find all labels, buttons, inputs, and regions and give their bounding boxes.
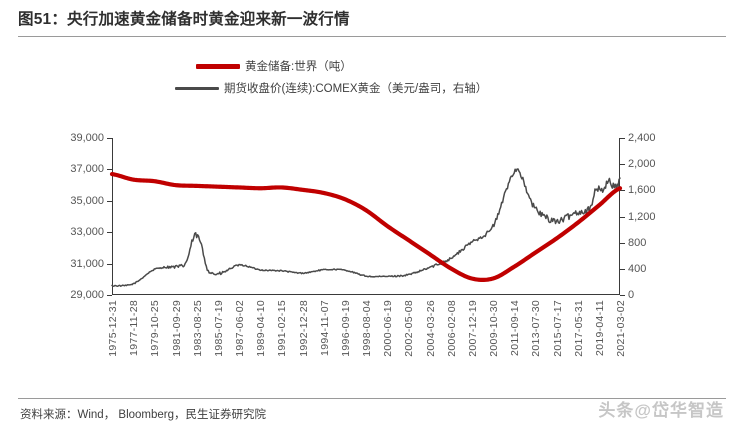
x-axis-tick-label: 1994-11-07: [318, 300, 331, 356]
legend-label-comex: 期货收盘价(连续):COMEX黄金（美元/盎司，右轴）: [224, 83, 488, 95]
x-axis-tick-label: 2002-05-08: [403, 300, 416, 357]
y-axis-left-tick-29000: 29,000: [70, 289, 104, 301]
x-axis-tick-label: 2021-03-02: [615, 300, 627, 357]
x-axis-tick-label: 2019-04-11: [593, 300, 606, 356]
page-title: 图51：央行加速黄金储备时黄金迎来新一波行情: [18, 11, 350, 28]
x-axis-tick-label: 2011-09-14: [509, 300, 522, 356]
y-axis-left-tick-37000: 37,000: [70, 163, 104, 176]
tick-left-37000: [107, 169, 112, 171]
footer-divider: [18, 398, 726, 399]
x-axis-tick-label: 1981-09-29: [170, 300, 183, 357]
tick-left-39000: [107, 138, 112, 139]
x-axis-tick-label: 1983-08-25: [191, 300, 204, 357]
y-axis-left-line: [112, 138, 113, 295]
figure-title-wrap: 图51：央行加速黄金储备时黄金迎来新一波行情: [18, 10, 726, 30]
y-axis-right-tick-800: 800: [628, 236, 647, 249]
y-axis-left-labels: 29,000 31,000 33,000 35,000 37,000 39,00…: [0, 132, 104, 301]
tick-right-2000: [620, 164, 625, 166]
x-axis-line: [112, 294, 620, 295]
y-axis-right-tick-400: 400: [628, 262, 647, 275]
legend-label-gold-reserve: 黄金储备:世界（吨）: [245, 61, 352, 73]
tick-right-1600: [620, 190, 625, 192]
y-axis-right-tick-1200: 1,200: [628, 210, 656, 223]
plot-area: [107, 138, 625, 296]
x-axis-tick-label: 2009-10-30: [488, 300, 500, 357]
source-note: 资料来源：Wind， Bloomberg，民生证券研究院: [20, 409, 267, 421]
x-axis-tick-label: 2015-07-17: [551, 300, 564, 357]
legend-item-comex: 期货收盘价(连续):COMEX黄金（美元/盎司，右轴）: [175, 77, 487, 99]
x-axis-tick-label: 2006-02-08: [445, 300, 458, 357]
x-axis-tick-label: 2013-07-30: [530, 300, 543, 357]
y-axis-right-line: [619, 138, 620, 295]
x-axis-labels: 1975-12-31 1977-11-28 1979-10-25 1981-09-29…: [107, 300, 627, 388]
tick-right-0: [620, 295, 625, 296]
y-axis-left-tick-35000: 35,000: [70, 194, 104, 207]
legend-swatch-gray-icon: [175, 86, 219, 90]
x-axis-tick-label: 1975-12-31: [107, 300, 119, 357]
x-axis-tick-label: 2004-03-26: [424, 300, 437, 357]
y-axis-right-tick-0: 0: [628, 289, 635, 301]
series-canvas: [109, 168, 623, 288]
x-axis-tick-label: 1996-09-19: [339, 300, 352, 357]
x-axis-tick-label: 1992-12-28: [297, 300, 310, 357]
x-axis-tick-label: 1998-08-04: [361, 300, 373, 357]
tick-left-33000: [107, 232, 112, 234]
y-axis-right-labels: 0 400 800 1,200 1,600 2,000 2,400: [628, 132, 708, 301]
y-axis-right-tick-2000: 2,000: [628, 158, 656, 171]
tick-left-31000: [107, 263, 112, 265]
title-divider: [18, 36, 726, 37]
tick-right-2400: [620, 138, 625, 139]
x-axis-tick-label: 1987-06-02: [234, 300, 246, 357]
x-axis-tick-label: 1977-11-28: [128, 300, 141, 356]
tick-right-800: [620, 242, 625, 244]
tick-right-1200: [620, 216, 625, 218]
y-axis-right-tick-2400: 2,400: [628, 132, 656, 144]
series-line-comex: [111, 168, 621, 288]
x-axis-tick-label: 1979-10-25: [149, 300, 162, 357]
legend-swatch-red-icon: [196, 63, 240, 69]
y-axis-left-tick-39000: 39,000: [70, 132, 104, 144]
x-axis-tick-label: 2017-05-31: [572, 300, 585, 357]
chart-legend: 黄金储备:世界（吨） 期货收盘价(连续):COMEX黄金（美元/盎司，右轴）: [175, 55, 487, 99]
watermark: 头条@岱华智造: [598, 401, 724, 420]
y-axis-left-tick-31000: 31,000: [70, 257, 104, 270]
y-axis-left-tick-33000: 33,000: [70, 226, 104, 239]
x-axis-tick-label: 1985-07-19: [212, 300, 225, 357]
x-axis-tick-label: 1989-04-10: [255, 300, 268, 357]
y-axis-right-tick-1600: 1,600: [628, 184, 656, 197]
x-axis-tick-label: 2000-06-19: [382, 300, 395, 357]
tick-left-35000: [107, 200, 112, 202]
tick-left-29000: [107, 295, 112, 296]
series-line-gold-reserve: [109, 172, 623, 282]
legend-item-gold-reserve: 黄金储备:世界（吨）: [196, 55, 487, 77]
tick-right-400: [620, 268, 625, 270]
x-axis-tick-label: 1991-02-15: [276, 300, 289, 357]
x-axis-tick-label: 2007-12-19: [466, 300, 479, 357]
